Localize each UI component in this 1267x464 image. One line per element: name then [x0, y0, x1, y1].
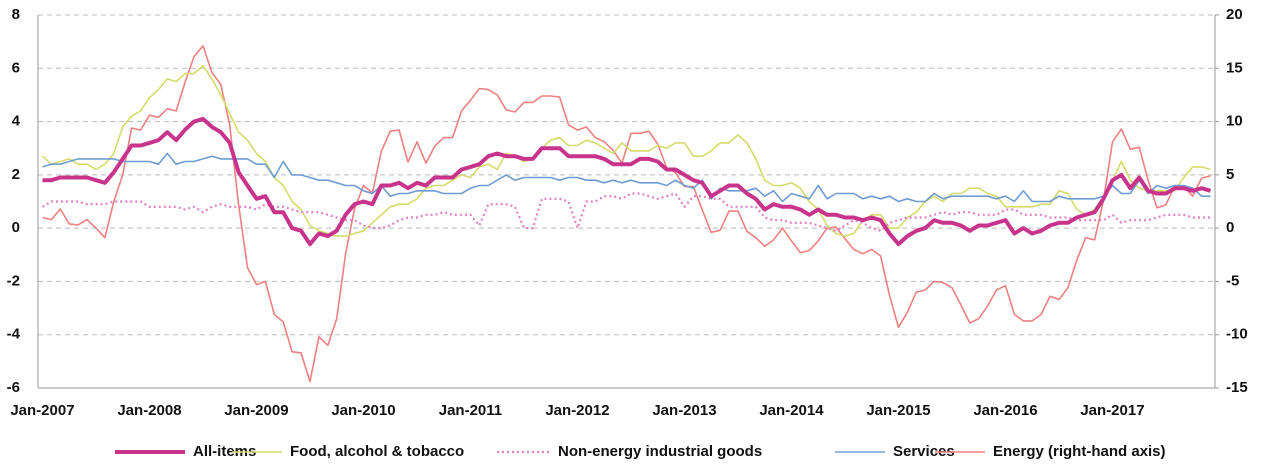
- y2-tick-label: -15: [1226, 379, 1248, 396]
- x-tick-label: Jan-2010: [331, 402, 395, 419]
- y-tick-label: 8: [12, 6, 20, 23]
- x-tick-label: Jan-2013: [652, 402, 716, 419]
- y-tick-label: 0: [12, 219, 20, 236]
- series-line: [42, 45, 1211, 383]
- y-tick-label: -4: [7, 326, 21, 343]
- y-tick-label: -6: [7, 379, 20, 396]
- series-line: [41, 64, 1211, 237]
- x-tick-label: Jan-2008: [117, 402, 181, 419]
- x-tick-label: Jan-2007: [10, 402, 74, 419]
- x-tick-label: Jan-2009: [224, 402, 288, 419]
- x-tick-label: Jan-2016: [973, 402, 1037, 419]
- y2-tick-label: 20: [1226, 6, 1243, 23]
- y2-tick-label: 0: [1226, 219, 1234, 236]
- x-tick-label: Jan-2014: [759, 402, 824, 419]
- y-tick-label: 2: [12, 166, 20, 183]
- y2-tick-label: 15: [1226, 59, 1243, 76]
- x-tick-label: Jan-2012: [545, 402, 609, 419]
- series-line: [42, 152, 1211, 203]
- y2-tick-label: -5: [1226, 272, 1239, 289]
- legend-label: Non-energy industrial goods: [558, 443, 762, 460]
- series-line: [42, 116, 1212, 247]
- legend-label: Energy (right-hand axis): [993, 443, 1166, 460]
- y2-tick-label: 5: [1226, 166, 1234, 183]
- y-tick-label: 6: [12, 59, 20, 76]
- y2-tick-label: 10: [1226, 113, 1243, 130]
- legend-label: Services: [893, 443, 955, 460]
- legend-label: All-items: [193, 443, 256, 460]
- y-tick-label: -2: [7, 272, 20, 289]
- y-tick-label: 4: [12, 113, 21, 130]
- x-tick-label: Jan-2015: [866, 402, 930, 419]
- legend-label: Food, alcohol & tobacco: [290, 443, 464, 460]
- x-tick-label: Jan-2017: [1080, 402, 1144, 419]
- y2-tick-label: -10: [1226, 326, 1248, 343]
- series-line: [41, 192, 1211, 232]
- x-tick-label: Jan-2011: [439, 402, 502, 419]
